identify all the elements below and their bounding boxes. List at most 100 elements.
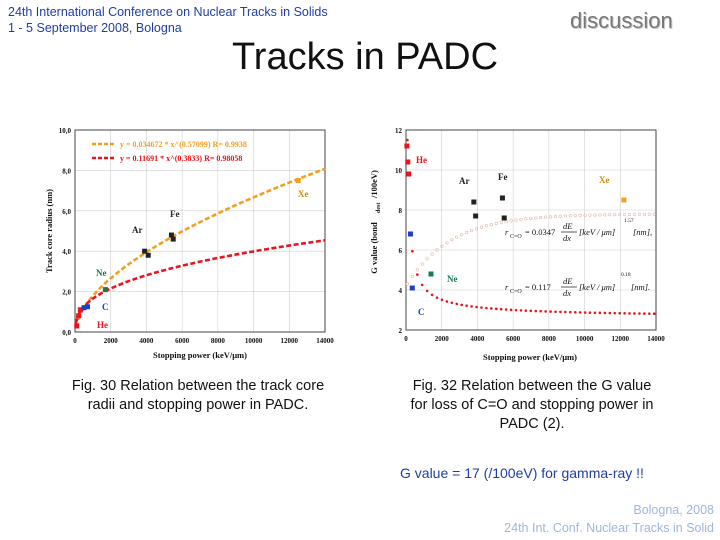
g-value-curve-point — [406, 138, 409, 142]
fig32-caption: Fig. 32 Relation between the G value for… — [410, 378, 654, 432]
radius-curve-point — [623, 212, 627, 217]
f1-sub: C=O — [510, 234, 522, 240]
g-value-curve-point — [583, 311, 587, 314]
x-tick-label: 8000 — [542, 335, 557, 343]
radius-curve-point — [627, 212, 632, 217]
radius-curve-point — [479, 225, 484, 229]
radius-curve-point — [420, 262, 424, 266]
y-tick-label: 8,0 — [62, 167, 71, 175]
y-tick-label: 0,0 — [62, 329, 71, 337]
g-value-curve-point — [559, 310, 562, 314]
x-tick-label: 6000 — [175, 337, 190, 345]
g-value-curve-point — [430, 293, 434, 297]
g-value-curve-point — [638, 312, 641, 315]
g-value-curve-point — [480, 306, 483, 309]
g-value-curve-point — [514, 308, 518, 312]
data-point-he — [404, 143, 410, 149]
radius-curve-point — [405, 282, 410, 286]
fit-curve — [74, 239, 326, 324]
g-value-curve-point — [425, 289, 429, 293]
radius-curve-point — [637, 212, 642, 216]
g-value-curve-point — [470, 305, 473, 308]
footer-line-2: 24th Int. Conf. Nuclear Tracks in Solid — [504, 521, 714, 535]
fig32-ylabel-sub: dest — [376, 203, 382, 213]
radius-curve-point — [430, 252, 434, 256]
f1-tail: [nm], — [633, 227, 652, 237]
g-value-curve-point — [534, 309, 538, 313]
fig30-legend-2: y = 0.11691 * x^(0.3833) R= 0.98058 — [120, 154, 242, 163]
data-point-he — [74, 323, 80, 329]
data-point-he — [77, 307, 83, 313]
f2-den: dx — [563, 288, 571, 298]
g-value-curve-point — [539, 309, 542, 313]
radius-curve-point — [544, 215, 548, 219]
fig32-ylabel: G value (bond — [369, 222, 379, 274]
data-point-he — [76, 313, 82, 319]
x-tick-label: 6000 — [506, 335, 520, 343]
g-value-curve-point — [509, 308, 513, 312]
radius-curve-point — [578, 213, 582, 218]
y-tick-label: 10 — [395, 167, 403, 175]
radius-curve-point — [499, 220, 503, 225]
fig30-legend-1: y = 0.034672 * x^(0.57099) R= 0.9938 — [120, 140, 247, 149]
fig30-plot-frame — [74, 129, 326, 333]
y-tick-label: 10,0 — [59, 127, 72, 135]
f2-tail: [nm]. — [631, 282, 650, 292]
x-tick-label: 0 — [404, 335, 408, 343]
g-value-curve-point — [593, 311, 597, 315]
g-value-curve-point — [633, 312, 636, 315]
g-value-curve-point — [613, 311, 617, 315]
g-value-curve-point — [647, 312, 651, 315]
radius-curve-point — [534, 216, 538, 220]
g-value-curve-point — [494, 307, 498, 311]
y-tick-label: 4 — [399, 287, 403, 295]
radius-curve-point — [519, 217, 523, 222]
fig32-xlabel: Stopping power (keV/μm) — [483, 352, 577, 362]
f2-exp: 0.18 — [621, 272, 631, 278]
g-value-curve-point — [504, 308, 508, 311]
radius-curve-point — [603, 213, 607, 217]
f1-exp: 1.57 — [624, 218, 634, 224]
f1-val: = 0.0347 — [525, 227, 555, 237]
radius-curve-point — [573, 214, 577, 218]
g-value-curve-point — [435, 296, 439, 299]
fig32-ion-ar: Ar — [459, 176, 470, 186]
radius-curve-point — [474, 227, 479, 231]
f1-r: r — [505, 227, 509, 237]
g-value-curve-point — [578, 311, 582, 314]
footer-line-1: Bologna, 2008 — [633, 503, 714, 517]
y-tick-label: 8 — [399, 207, 403, 215]
g-value-curve-point — [420, 283, 424, 287]
data-point-ar — [145, 252, 151, 258]
radius-curve-point — [588, 213, 592, 217]
data-point-he — [405, 159, 411, 165]
x-tick-label: 10000 — [576, 335, 594, 343]
radius-curve-point — [460, 233, 464, 237]
g-value-curve-point — [490, 307, 493, 310]
data-point-c — [81, 305, 87, 311]
g-value-curve-point — [549, 310, 552, 313]
fig32-ion-ne: Ne — [447, 274, 458, 284]
g-value-curve-point — [588, 311, 592, 314]
fig32-ylabel-unit: /100eV) — [369, 170, 379, 199]
radius-curve-point — [553, 214, 558, 219]
data-point-ar — [471, 199, 477, 205]
g-value-curve-point — [450, 301, 454, 305]
fit-curve — [74, 167, 326, 328]
g-value-curve-point — [465, 304, 468, 307]
figure-30-chart: 0 2000 4000 6000 8000 10000 12000 14000 0,0 2,0 4,… — [40, 118, 340, 366]
radius-curve-point — [425, 257, 429, 261]
x-tick-label: 4000 — [139, 337, 154, 345]
radius-curve-point — [568, 214, 572, 218]
x-tick-label: 10000 — [245, 337, 263, 345]
g-value-curve-point — [628, 312, 631, 315]
g-value-curve-point — [519, 309, 523, 312]
x-tick-label: 14000 — [647, 335, 665, 343]
g-value-curve-point — [499, 307, 503, 311]
radius-curve-point — [613, 213, 617, 217]
data-point-c — [407, 231, 413, 237]
x-tick-label: 14000 — [316, 337, 334, 345]
fig30-ion-he: He — [97, 320, 108, 330]
radius-curve-point — [548, 215, 553, 219]
radius-curve-point — [494, 221, 498, 226]
